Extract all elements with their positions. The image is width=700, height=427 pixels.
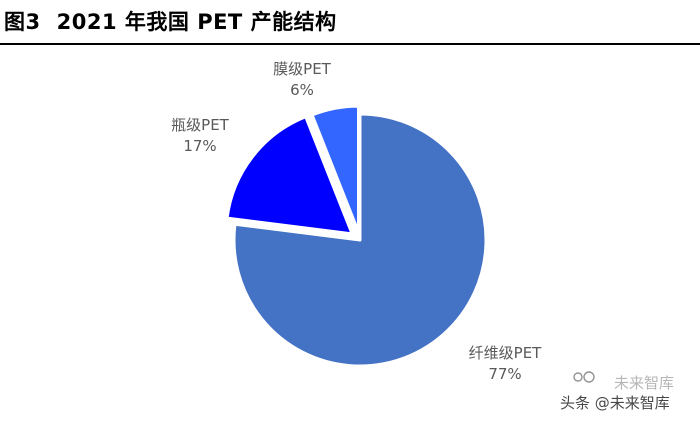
slice-name-label-2: 膜级PET [273,60,332,78]
pie-slice-2 [310,104,361,234]
pie-slice-0 [232,112,488,368]
pie-labels: 纤维级PET 77% 瓶级PET 17% 膜级PET 6% [171,60,542,383]
pie-slices [225,104,488,368]
watermark-logo-icon [573,371,595,383]
figure-number: 图3 [4,10,41,34]
pie-slice-1 [225,115,354,236]
slice-name-label-1: 瓶级PET [171,116,230,134]
figure-title: 图3 2021 年我国 PET 产能结构 [4,6,337,36]
watermark: 未来智库 头条 @未来智库 [560,371,674,413]
title-divider [0,43,700,45]
figure-title-text: 2021 年我国 PET 产能结构 [56,10,337,34]
slice-value-label-0: 77% [488,365,521,383]
slice-value-label-2: 6% [290,81,314,99]
watermark-ghost-text: 未来智库 [614,374,675,392]
slice-value-label-1: 17% [183,137,216,155]
watermark-text: 头条 @未来智库 [560,394,670,412]
slice-name-label-0: 纤维级PET [469,344,543,362]
